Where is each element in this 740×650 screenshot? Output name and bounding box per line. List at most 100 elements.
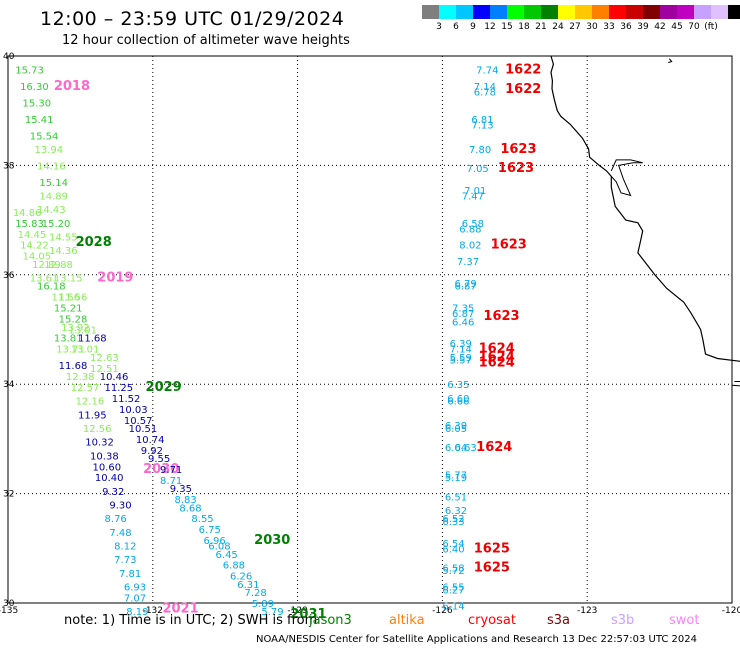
island-outline — [731, 381, 740, 387]
wave-height-label: 9.35 — [170, 484, 192, 495]
wave-height-label: 15.28 — [59, 315, 88, 326]
wave-height-label: 5.59 — [450, 353, 472, 364]
pass-time-label: 1624 — [476, 440, 512, 455]
wave-height-label: 15.41 — [25, 115, 54, 126]
wave-height-label: 13.15 — [54, 274, 83, 285]
wave-height-label: 15.54 — [30, 131, 59, 142]
wave-height-label: 15.21 — [54, 304, 83, 315]
wave-height-label: 6.45 — [216, 550, 238, 561]
colorbar-tick-label: 39 — [637, 22, 649, 32]
lat-tick-label: 34 — [3, 380, 15, 390]
wave-height-label: 6.88 — [223, 561, 245, 572]
colorbar-swatch — [626, 5, 643, 19]
wave-height-label: 14.86 — [13, 208, 42, 219]
wave-height-label: 11.56 — [51, 293, 80, 304]
wave-height-label: 6.78 — [474, 88, 496, 99]
wave-height-label: 10.60 — [92, 462, 121, 473]
colorbar-tick-label: 15 — [501, 22, 513, 32]
wave-height-label: 10.57 — [124, 416, 153, 427]
page-subtitle: 12 hour collection of altimeter wave hei… — [62, 33, 350, 48]
wave-height-label: 11.25 — [105, 383, 134, 394]
wave-height-label: 13.71 — [56, 345, 85, 356]
wave-height-label: 6.88 — [459, 224, 481, 235]
lat-tick-label: 36 — [3, 271, 15, 281]
wave-height-label: 5.19 — [445, 473, 467, 484]
lon-tick-label: -126 — [432, 606, 453, 616]
wave-height-label: 14.89 — [39, 191, 68, 202]
wave-height-label: 11.68 — [78, 334, 107, 345]
wave-height-label: 6.26 — [230, 572, 252, 583]
pass-time-label: 1625 — [474, 541, 510, 556]
lat-tick-label: 40 — [3, 52, 15, 62]
colorbar-tick-label: 12 — [484, 22, 496, 32]
wave-height-label: 15.30 — [22, 98, 51, 109]
wave-height-label: 14.16 — [37, 161, 66, 172]
wave-height-label: 6.52 — [442, 514, 464, 525]
satellite-legend-swot: swot — [669, 613, 700, 628]
lon-tick-label: -123 — [577, 606, 597, 616]
wave-height-label: 7.07 — [124, 594, 146, 605]
wave-height-label: 11.95 — [78, 410, 107, 421]
colorbar-swatch — [490, 5, 507, 19]
wave-height-label: 12.51 — [90, 364, 119, 375]
pass-time-label: 2018 — [54, 79, 90, 94]
pass-time-label: 2019 — [97, 271, 133, 286]
colorbar-tick-label: 3 — [436, 22, 442, 32]
wave-height-label: 7.47 — [462, 191, 484, 202]
wave-height-label: 10.03 — [119, 405, 148, 416]
colorbar-swatch — [456, 5, 473, 19]
wave-height-label: 8.83 — [175, 495, 197, 506]
wave-height-label: 12.16 — [76, 397, 105, 408]
note-text: note: 1) Time is in UTC; 2) SWH is from — [64, 613, 318, 628]
colorbar-swatch — [473, 5, 490, 19]
lat-tick-label: 30 — [3, 599, 15, 609]
wave-height-label: 10.40 — [95, 473, 124, 484]
pass-time-label: 1622 — [505, 63, 541, 78]
wave-height-label: 6.79 — [454, 279, 476, 290]
wave-height-label: 8.68 — [179, 503, 201, 514]
colorbar-swatch — [558, 5, 575, 19]
wave-height-label: 14.22 — [20, 241, 49, 252]
coastline — [550, 55, 740, 362]
wave-height-label: 9.32 — [102, 487, 124, 498]
wave-height-label: 7.35 — [452, 304, 474, 315]
colorbar-swatch — [609, 5, 626, 19]
wave-height-label: 12.57 — [71, 383, 100, 394]
wave-height-label: 6.93 — [124, 583, 146, 594]
satellite-legend-altika: altika — [389, 613, 425, 628]
wave-height-label: 6.35 — [447, 380, 469, 391]
wave-height-label: 9.30 — [109, 501, 131, 512]
wave-height-label: 6.05 — [445, 424, 467, 435]
wave-height-label: 9.71 — [160, 465, 182, 476]
wave-height-label: 10.74 — [136, 435, 165, 446]
wave-height-label: 10.51 — [129, 424, 158, 435]
wave-height-label: 6.31 — [237, 580, 259, 591]
wave-height-label: 7.01 — [464, 186, 486, 197]
wave-height-label: 10.32 — [85, 438, 114, 449]
wave-height-label: 6.39 — [450, 339, 472, 350]
wave-height-label: 6.27 — [442, 585, 464, 596]
colorbar-tick-label: 9 — [470, 22, 476, 32]
wave-height-label: 5.57 — [450, 356, 472, 367]
colorbar-tick-label: 70 — [688, 22, 700, 32]
wave-height-label: 6.39 — [445, 421, 467, 432]
lat-tick-label: 32 — [3, 490, 14, 500]
wave-height-label: 8.19 — [126, 607, 148, 618]
colorbar-tick-label: 33 — [603, 22, 615, 32]
pass-time-label: 2029 — [146, 380, 182, 395]
wave-height-label: 6.58 — [462, 219, 484, 230]
wave-height-label: 6.51 — [445, 492, 467, 503]
wave-height-label: 7.14 — [450, 345, 472, 356]
colorbar-swatch — [677, 5, 694, 19]
wave-height-label: 14.45 — [18, 230, 47, 241]
satellite-legend-s3b: s3b — [611, 613, 635, 628]
colorbar-swatch — [660, 5, 677, 19]
colorbar-swatch — [422, 5, 439, 19]
wave-height-label: 12.88 — [44, 260, 73, 271]
pass-time-label: 2030 — [143, 462, 179, 477]
satellite-legend-s3a: s3a — [547, 613, 571, 628]
colorbar-tick-label: 24 — [552, 22, 564, 32]
colorbar-swatch — [439, 5, 456, 19]
colorbar-swatch — [541, 5, 558, 19]
